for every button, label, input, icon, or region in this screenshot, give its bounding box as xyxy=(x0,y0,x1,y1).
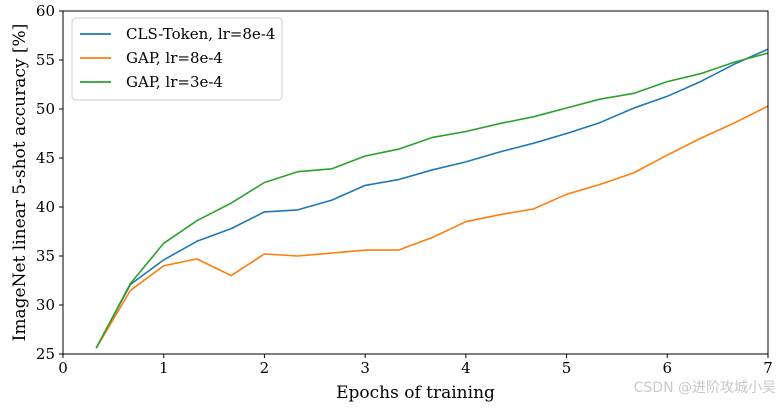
series-line-1 xyxy=(95,48,769,349)
x-axis-ticks: 0 1 2 3 4 5 6 7 xyxy=(58,354,773,377)
plot-frame xyxy=(62,10,769,355)
x-tick-label-7: 7 xyxy=(763,359,773,377)
watermark: CSDN @进阶攻城小吴 xyxy=(634,380,776,396)
y-tick-label-5: 50 xyxy=(36,100,55,118)
x-tick-label-0: 0 xyxy=(58,359,68,377)
series-line-2 xyxy=(95,105,769,349)
y-tick-label-0: 25 xyxy=(36,345,55,363)
y-tick-label-3: 40 xyxy=(36,198,55,216)
x-axis-title: Epochs of training xyxy=(336,383,495,403)
legend-label-2: GAP, lr=8e-4 xyxy=(126,49,223,67)
series-line-3 xyxy=(95,52,769,349)
legend-label-3: GAP, lr=3e-4 xyxy=(126,73,223,91)
legend-box xyxy=(71,17,283,101)
y-axis-ticks: 25 30 35 40 45 50 55 60 xyxy=(36,2,63,363)
legend: CLS-Token, lr=8e-4 GAP, lr=8e-4 GAP, lr=3e… xyxy=(71,17,283,101)
x-tick-label-4: 4 xyxy=(461,359,471,377)
x-tick-label-1: 1 xyxy=(159,359,169,377)
y-axis-title: ImageNet linear 5-shot accuracy [%] xyxy=(10,24,30,342)
legend-label-1: CLS-Token, lr=8e-4 xyxy=(126,25,275,43)
plot-lines xyxy=(95,48,769,349)
y-tick-label-2: 35 xyxy=(36,247,55,265)
y-tick-label-1: 30 xyxy=(36,296,55,314)
x-tick-label-6: 6 xyxy=(663,359,673,377)
y-tick-label-6: 55 xyxy=(36,51,55,69)
x-tick-label-5: 5 xyxy=(562,359,572,377)
y-tick-label-4: 45 xyxy=(36,149,55,167)
y-tick-label-7: 60 xyxy=(36,2,55,20)
x-tick-label-3: 3 xyxy=(360,359,370,377)
x-tick-label-2: 2 xyxy=(260,359,270,377)
